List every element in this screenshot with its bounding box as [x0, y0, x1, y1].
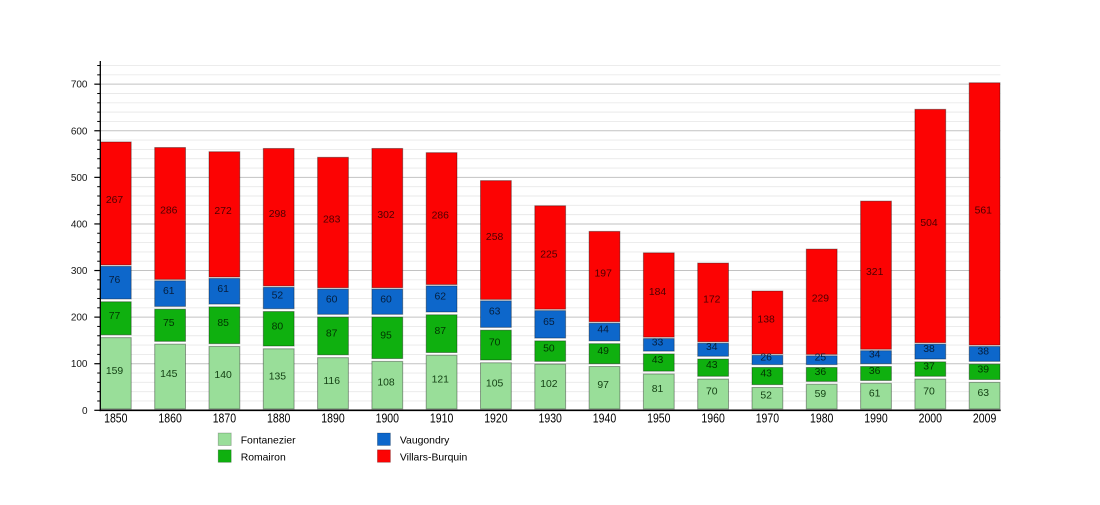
svg-text:272: 272	[214, 206, 232, 217]
svg-text:62: 62	[435, 291, 447, 302]
svg-text:135: 135	[269, 371, 287, 382]
svg-text:197: 197	[595, 268, 613, 279]
svg-text:283: 283	[323, 214, 341, 225]
svg-text:600: 600	[71, 126, 88, 137]
svg-text:1860: 1860	[158, 411, 181, 426]
svg-text:38: 38	[978, 346, 990, 357]
svg-text:49: 49	[597, 346, 609, 357]
svg-text:286: 286	[160, 205, 178, 216]
svg-text:100: 100	[71, 359, 88, 370]
svg-text:80: 80	[272, 321, 284, 332]
svg-text:1940: 1940	[593, 411, 616, 426]
svg-text:1930: 1930	[539, 411, 562, 426]
svg-text:140: 140	[214, 370, 232, 381]
svg-text:36: 36	[815, 367, 827, 378]
svg-text:Vaugondry: Vaugondry	[400, 436, 450, 447]
svg-text:1850: 1850	[104, 411, 127, 426]
svg-text:87: 87	[435, 326, 447, 337]
svg-text:75: 75	[163, 318, 175, 329]
svg-text:25: 25	[815, 353, 827, 364]
svg-text:77: 77	[109, 311, 121, 322]
svg-text:33: 33	[652, 337, 664, 348]
svg-text:87: 87	[326, 328, 338, 339]
svg-text:1900: 1900	[376, 411, 399, 426]
svg-text:26: 26	[760, 352, 772, 363]
svg-text:70: 70	[923, 386, 935, 397]
svg-text:1870: 1870	[213, 411, 236, 426]
svg-text:61: 61	[217, 284, 229, 295]
svg-text:561: 561	[975, 206, 993, 217]
svg-text:1990: 1990	[864, 411, 887, 426]
svg-text:1920: 1920	[484, 411, 507, 426]
svg-text:43: 43	[652, 355, 664, 366]
svg-text:70: 70	[489, 338, 501, 349]
svg-text:60: 60	[326, 294, 338, 305]
svg-text:108: 108	[377, 378, 395, 389]
svg-text:286: 286	[432, 210, 450, 221]
svg-text:500: 500	[71, 173, 88, 184]
svg-text:34: 34	[869, 350, 881, 361]
svg-text:2009: 2009	[973, 411, 996, 426]
svg-text:63: 63	[489, 307, 501, 318]
svg-text:145: 145	[160, 369, 178, 380]
svg-text:1970: 1970	[756, 411, 779, 426]
svg-text:1910: 1910	[430, 411, 453, 426]
svg-text:37: 37	[923, 362, 935, 373]
svg-text:1880: 1880	[267, 411, 290, 426]
svg-text:97: 97	[597, 380, 609, 391]
svg-text:Villars-Burquin: Villars-Burquin	[400, 452, 468, 463]
svg-text:300: 300	[71, 266, 88, 277]
svg-text:59: 59	[815, 389, 827, 400]
svg-text:60: 60	[380, 294, 392, 305]
svg-text:200: 200	[71, 313, 88, 324]
svg-text:321: 321	[866, 267, 884, 278]
svg-text:102: 102	[540, 379, 558, 390]
svg-text:225: 225	[540, 249, 558, 260]
svg-text:2000: 2000	[919, 411, 942, 426]
svg-text:34: 34	[706, 342, 718, 353]
svg-text:172: 172	[703, 294, 721, 305]
svg-text:52: 52	[760, 391, 772, 402]
svg-text:76: 76	[109, 275, 121, 286]
svg-text:159: 159	[106, 366, 124, 377]
svg-text:61: 61	[163, 286, 175, 297]
svg-text:43: 43	[760, 369, 772, 380]
svg-text:38: 38	[923, 344, 935, 355]
svg-text:52: 52	[272, 291, 284, 302]
svg-text:0: 0	[82, 406, 88, 417]
svg-text:Romairon: Romairon	[241, 452, 286, 463]
svg-text:95: 95	[380, 330, 392, 341]
svg-text:229: 229	[812, 294, 830, 305]
svg-text:121: 121	[432, 375, 450, 386]
svg-text:50: 50	[543, 344, 555, 355]
svg-text:81: 81	[652, 384, 664, 395]
svg-text:36: 36	[869, 366, 881, 377]
svg-text:70: 70	[706, 386, 718, 397]
svg-text:504: 504	[920, 218, 938, 229]
svg-text:105: 105	[486, 378, 504, 389]
svg-text:302: 302	[377, 210, 395, 221]
svg-text:44: 44	[597, 325, 609, 336]
svg-text:298: 298	[269, 209, 287, 220]
svg-text:138: 138	[757, 314, 775, 325]
svg-text:63: 63	[978, 388, 990, 399]
svg-text:1890: 1890	[321, 411, 344, 426]
svg-text:1980: 1980	[810, 411, 833, 426]
svg-text:Fontanezier: Fontanezier	[241, 436, 296, 447]
svg-text:258: 258	[486, 232, 504, 243]
svg-text:700: 700	[71, 80, 88, 91]
svg-text:116: 116	[323, 376, 340, 387]
svg-text:65: 65	[543, 317, 555, 328]
svg-text:39: 39	[978, 364, 990, 375]
svg-text:1950: 1950	[647, 411, 670, 426]
svg-text:43: 43	[706, 360, 718, 371]
svg-text:1960: 1960	[701, 411, 724, 426]
svg-text:400: 400	[71, 219, 88, 230]
svg-text:61: 61	[869, 389, 881, 400]
svg-text:85: 85	[217, 318, 229, 329]
svg-text:184: 184	[649, 287, 667, 298]
svg-text:267: 267	[106, 195, 124, 206]
